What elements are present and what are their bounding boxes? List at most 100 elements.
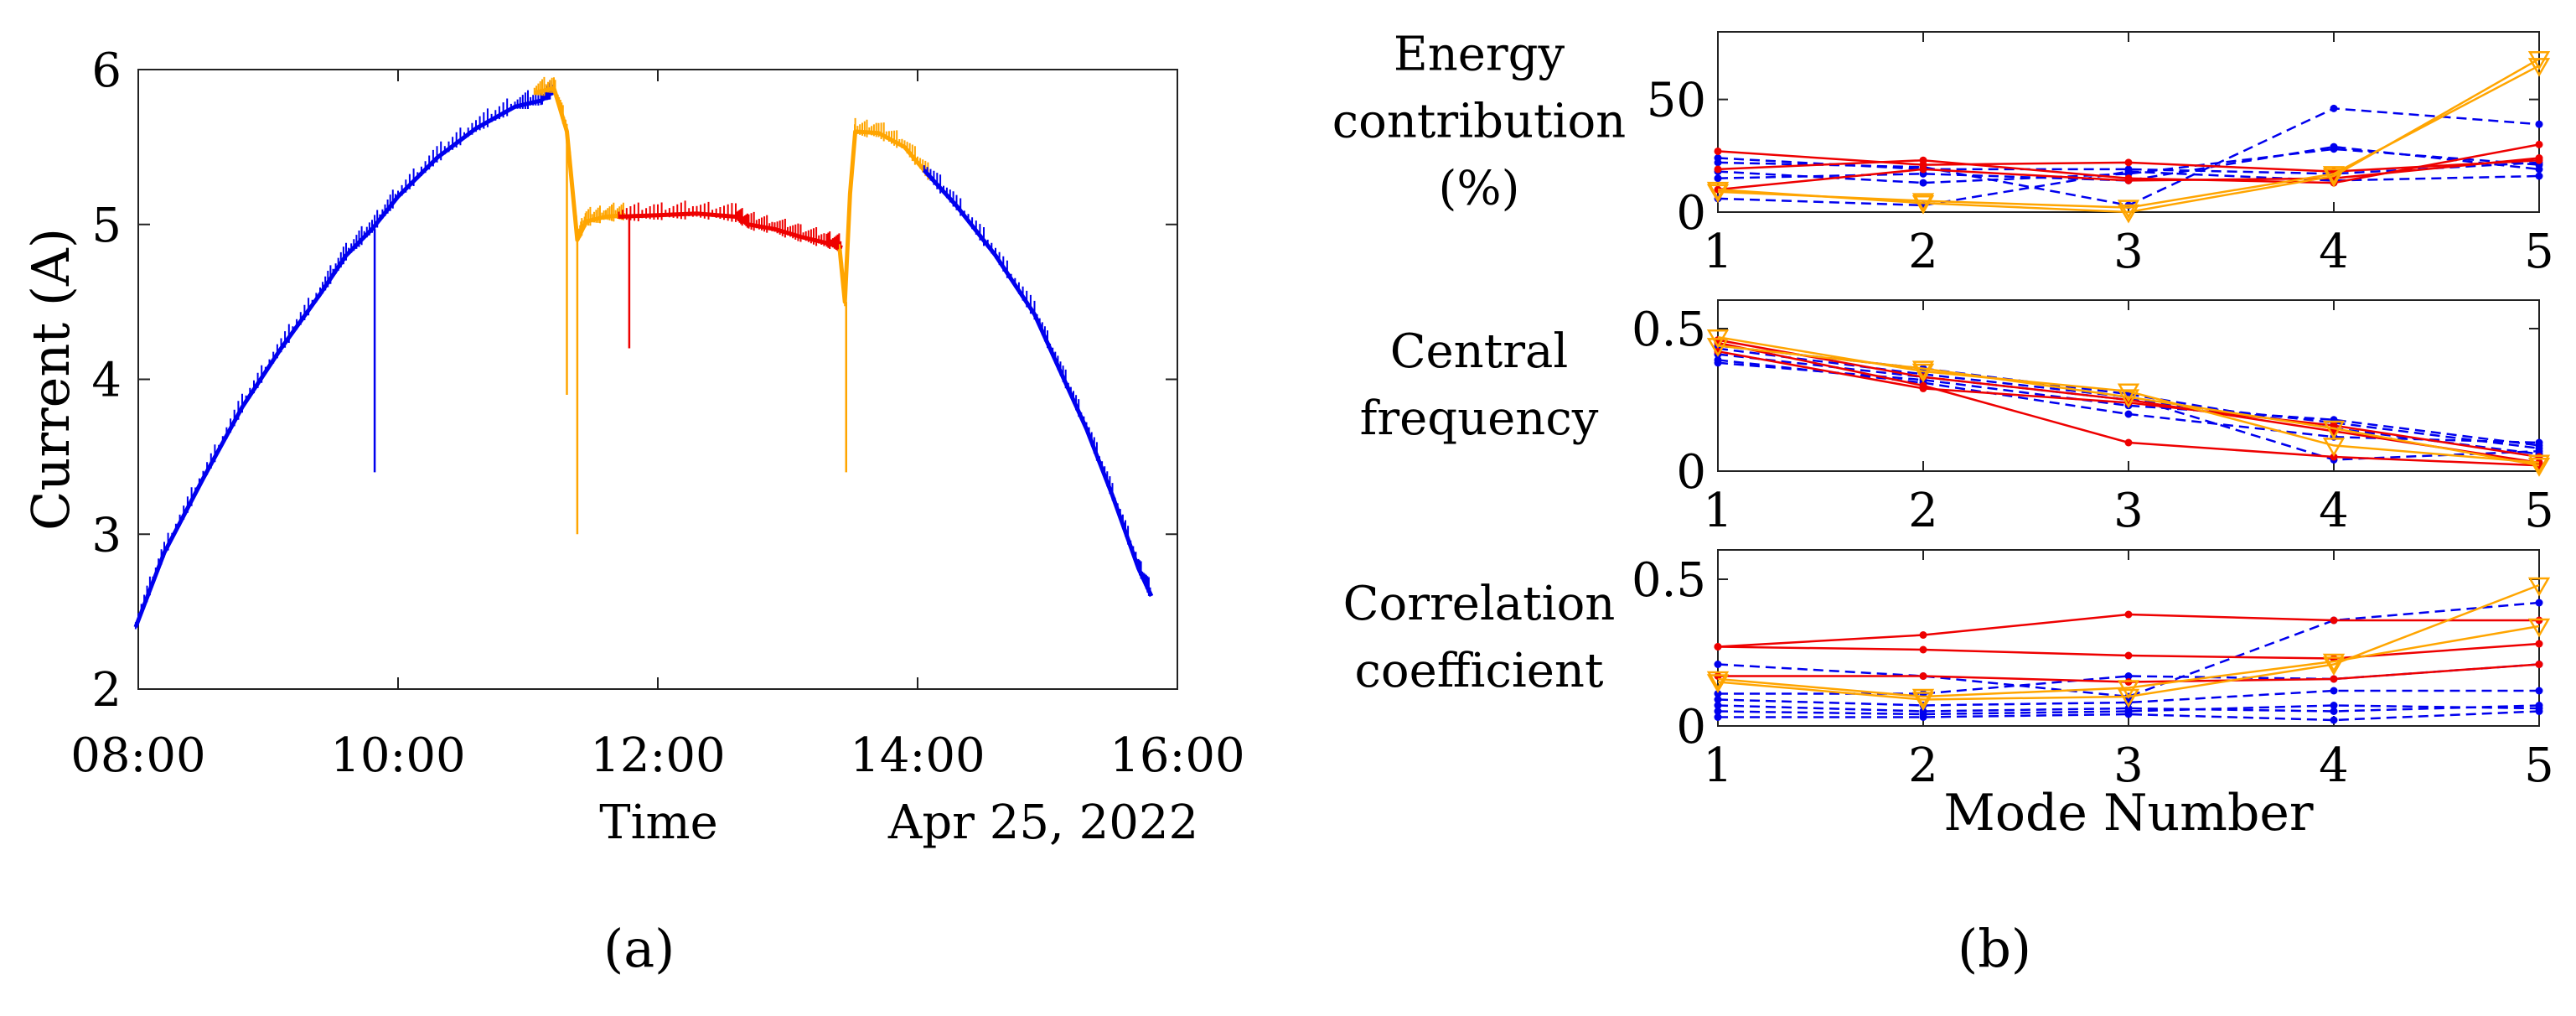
x-tick-label: 4 [2319,739,2349,793]
x-tick-label: 3 [2113,739,2144,793]
x-tick-label: 3 [2113,225,2144,279]
series-marker [2527,618,2551,638]
y-tick-label: 0 [1676,445,1706,500]
subplot-frame [1717,31,2540,213]
series-marker [1919,384,1927,392]
series-marker [2124,410,2133,418]
x-tick-label: 14:00 [850,728,985,783]
series-marker [2527,58,2551,77]
panel-label-a: (a) [603,918,675,979]
series-marker [1714,165,1722,174]
subplot-3: 0 0.5 1 2 3 4 5 Correlation coefficient Mode Numb… [1343,549,2554,842]
series-marker [2322,166,2346,185]
series-marker [2535,661,2543,668]
series-line-evening-decline [922,168,1154,598]
series-marker [2535,172,2543,180]
x-tick-label: 4 [2319,484,2349,538]
x-axis-label: Mode Number [1943,784,2314,842]
series-marker [1706,338,1730,357]
y-tick-label: 2 [91,663,122,718]
series-line-10 [1717,345,2540,467]
series-marker [2330,675,2338,683]
series-marker [2330,716,2338,724]
series-marker [1706,674,1730,693]
series-line-1 [1717,353,2540,450]
series-marker [1911,360,1935,381]
series-line-morning-rise [133,89,556,628]
series-marker [1714,690,1722,697]
series-marker [1706,181,1730,201]
series-marker [2330,104,2338,112]
series-line-3 [1717,689,2539,707]
series-marker [2124,672,2133,680]
series-marker [2535,140,2543,148]
series-marker [2322,168,2346,188]
x-tick-label: 5 [2524,739,2554,793]
series-marker [2124,438,2133,447]
x-tick-label: 08:00 [70,728,205,783]
series-marker [2535,120,2543,128]
series-marker [1919,156,1927,164]
series-marker [2527,51,2551,70]
series-marker [1706,671,1730,691]
x-tick-label: 10:00 [330,728,465,783]
series-line-4 [1717,170,2540,207]
series-marker [2527,577,2551,597]
x-tick-label: 3 [2113,484,2144,538]
series-marker [1714,147,1722,155]
subplot-ylabel-line: contribution [1332,95,1626,149]
series-marker [1714,713,1722,721]
series-marker [2124,610,2133,619]
series-marker [1919,165,1927,174]
series-marker [2117,204,2140,224]
series-marker [1919,672,1927,680]
x-tick-label: 4 [2319,225,2349,279]
series-marker [2117,200,2140,220]
series-line-11 [1717,625,2540,698]
series-marker [2117,383,2140,403]
series-line-4 [1717,704,2540,713]
series-jitter-noon-transition [533,76,624,246]
series-marker [2535,154,2543,162]
series-line-7 [1717,613,2539,648]
y-tick-label: 5 [91,199,122,253]
plot-frame [137,69,1178,690]
series-line-9 [1717,58,2540,214]
current-chart: 2 3 4 5 6 08:00 10:00 12:00 14:00 16:00 Time Apr 25… [20,44,1245,850]
series-marker [2527,457,2551,477]
y-tick-label: 0.5 [1632,553,1706,608]
series-marker [2117,389,2140,409]
series-line-5 [1717,704,2540,716]
series-marker [2322,653,2346,673]
series-marker [2330,616,2338,625]
series-marker [2330,453,2338,461]
series-marker [1919,645,1927,654]
subplot-ylabel-line: (%) [1439,162,1520,216]
x-tick-label: 5 [2524,484,2554,538]
series-marker [1919,179,1927,187]
x-tick-label: 1 [1703,225,1733,279]
subplot-ylabel-line: Central [1390,324,1569,379]
series-marker [1919,713,1927,721]
series-marker [2124,651,2133,660]
series-jitter-morning-rise [134,80,554,630]
series-line-6 [1718,710,2540,722]
series-marker [1706,184,1730,204]
subplot-ylabel-line: coefficient [1355,644,1604,698]
series-marker [2330,687,2338,695]
series-line-1 [1717,601,2540,698]
series-marker [2124,165,2133,174]
series-marker [1714,696,1722,703]
series-marker [2535,165,2543,174]
series-marker [1911,688,1935,708]
subplot-ylabel-line: frequency [1360,391,1599,446]
y-tick-label: 6 [91,44,122,98]
series-marker [2535,599,2543,607]
series-marker [2117,688,2140,708]
y-tick-label: 3 [91,508,122,562]
series-marker [2124,158,2133,167]
series-jitter-afternoon-plateau [618,200,842,252]
series-marker [2330,702,2338,709]
series-line-5 [1717,361,2540,447]
